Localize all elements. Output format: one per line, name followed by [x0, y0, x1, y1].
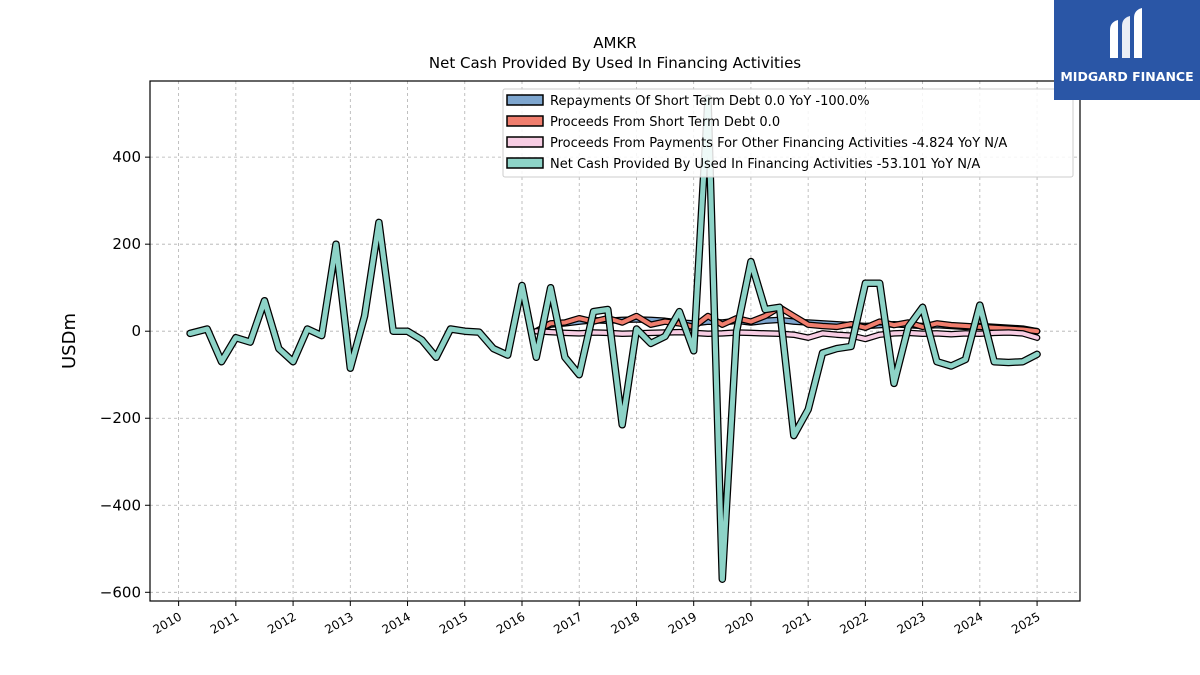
series-line-1	[534, 305, 1040, 334]
chart-subtitle: Net Cash Provided By Used In Financing A…	[429, 54, 801, 72]
y-tick-label: −600	[100, 583, 141, 601]
plot-layer	[186, 94, 1041, 583]
x-tick-label: 2013	[322, 609, 355, 636]
x-tick-label: 2024	[952, 609, 985, 636]
series-line-3	[187, 95, 1040, 582]
midgard-finance-logo: MIDGARD FINANCE	[1054, 0, 1200, 100]
x-tick-label: 2017	[551, 609, 584, 636]
x-tick-label: 2018	[609, 609, 642, 636]
legend-label: Proceeds From Payments For Other Financi…	[550, 136, 1007, 151]
series-line-2	[534, 329, 1040, 341]
legend-box	[502, 88, 1074, 178]
logo-mark-icon	[1110, 8, 1142, 58]
legend-label: Net Cash Provided By Used In Financing A…	[550, 157, 980, 172]
plot-frame	[149, 80, 1081, 602]
x-tick-label: 2023	[895, 609, 928, 636]
x-tick-label: 2021	[780, 609, 813, 636]
legend-swatch	[506, 94, 544, 106]
x-tick-label: 2025	[1009, 609, 1042, 636]
axis-layer: −600 −400 −200 0 200 400 2010 2011 2012 2013 2014 2…	[100, 148, 1043, 637]
x-tick-label: 2022	[837, 609, 870, 636]
x-tick-label: 2011	[208, 609, 241, 636]
y-tick-label: 0	[131, 322, 141, 340]
y-tick-label: 200	[112, 235, 141, 253]
x-tick-label: 2012	[265, 609, 298, 636]
legend: Repayments Of Short Term Debt 0.0 YoY -1…	[502, 88, 1074, 178]
chart-title: AMKR	[593, 34, 636, 52]
legend-label: Proceeds From Short Term Debt 0.0	[550, 115, 780, 130]
x-tick-label: 2014	[380, 609, 413, 636]
x-tick-label: 2010	[151, 609, 184, 636]
x-tick-label: 2020	[723, 609, 756, 636]
y-tick-label: −200	[100, 409, 141, 427]
x-tick-label: 2015	[437, 609, 470, 636]
y-tick-label: −400	[100, 496, 141, 514]
logo-text: MIDGARD FINANCE	[1060, 69, 1194, 84]
legend-swatch	[506, 136, 544, 148]
legend-swatch	[506, 115, 544, 127]
x-tick-label: 2019	[666, 609, 699, 636]
y-tick-label: 400	[112, 148, 141, 166]
legend-label: Repayments Of Short Term Debt 0.0 YoY -1…	[550, 94, 870, 109]
legend-swatch	[506, 157, 544, 169]
y-axis-label: USDm	[59, 313, 80, 369]
x-tick-label: 2016	[494, 609, 527, 636]
